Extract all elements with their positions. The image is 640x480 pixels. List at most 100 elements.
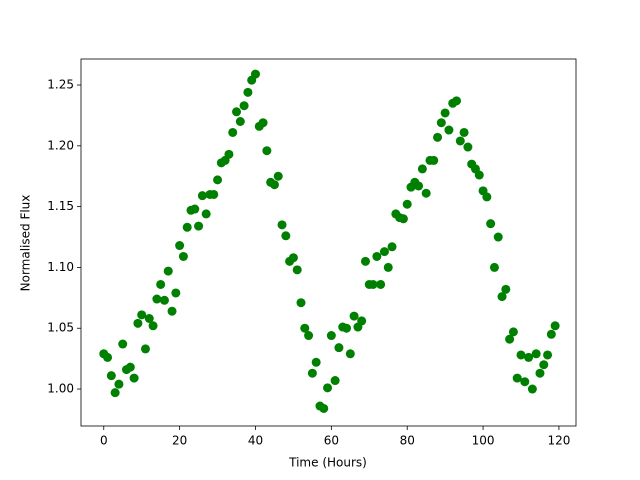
data-point	[440, 108, 450, 118]
data-point	[296, 298, 306, 308]
data-point	[103, 352, 113, 362]
data-point	[539, 360, 549, 370]
data-point	[524, 352, 534, 362]
data-point	[171, 288, 181, 298]
data-point	[213, 175, 223, 185]
data-point	[342, 323, 352, 333]
data-point	[239, 101, 249, 111]
data-point	[201, 209, 211, 219]
data-point	[417, 164, 427, 174]
data-point	[508, 327, 518, 337]
data-point	[429, 155, 439, 165]
data-point	[182, 222, 192, 232]
data-point	[118, 339, 128, 349]
data-point	[152, 294, 162, 304]
data-point	[110, 388, 120, 398]
data-point	[133, 318, 143, 328]
data-point	[535, 368, 545, 378]
data-point	[175, 241, 185, 251]
data-point	[512, 373, 522, 383]
data-point	[228, 127, 238, 137]
data-point	[156, 279, 166, 289]
x-tick-label: 100	[472, 434, 495, 448]
x-axis-label: Time (Hours)	[288, 456, 367, 470]
y-tick-label: 1.15	[47, 199, 74, 213]
x-tick-label: 40	[248, 434, 263, 448]
data-point	[319, 403, 329, 413]
data-point	[493, 232, 503, 242]
data-point	[543, 350, 553, 360]
x-tick-label: 60	[324, 434, 339, 448]
data-point	[197, 191, 207, 201]
data-point	[414, 181, 424, 191]
data-point	[277, 220, 287, 230]
data-point	[349, 311, 359, 321]
data-point	[357, 316, 367, 326]
data-point	[129, 373, 139, 383]
data-point	[360, 256, 370, 266]
data-point	[144, 314, 154, 324]
data-point	[531, 349, 541, 359]
data-point	[497, 292, 507, 302]
data-point	[334, 343, 344, 353]
data-point	[326, 331, 336, 341]
data-point	[546, 329, 556, 339]
data-point	[250, 69, 260, 79]
data-point	[383, 262, 393, 272]
data-point	[387, 242, 397, 252]
data-point	[527, 384, 537, 394]
data-point	[137, 310, 147, 320]
data-point	[159, 295, 169, 305]
data-point	[148, 321, 158, 331]
data-point	[311, 357, 321, 367]
y-tick-label: 1.20	[47, 138, 74, 152]
data-point	[463, 142, 473, 152]
plot-frame	[80, 58, 577, 427]
y-tick-label: 1.10	[47, 260, 74, 274]
data-point	[235, 117, 245, 127]
data-point	[269, 180, 279, 190]
data-point	[398, 214, 408, 224]
data-point	[106, 371, 116, 381]
data-point	[501, 284, 511, 294]
data-point	[194, 221, 204, 231]
data-point	[379, 247, 389, 257]
data-point	[281, 231, 291, 241]
data-point	[372, 251, 382, 261]
x-tick-label: 0	[100, 434, 108, 448]
data-point	[243, 87, 253, 97]
data-point	[444, 125, 454, 135]
data-point	[307, 368, 317, 378]
y-tick-label: 1.05	[47, 321, 74, 335]
data-point	[402, 199, 412, 209]
data-point	[262, 146, 272, 156]
y-tick-label: 1.00	[47, 382, 74, 396]
data-point	[288, 253, 298, 263]
data-point	[474, 170, 484, 180]
data-point	[486, 219, 496, 229]
data-point	[190, 204, 200, 214]
data-point	[482, 192, 492, 202]
data-point	[224, 149, 234, 159]
data-point	[273, 171, 283, 181]
data-point	[323, 383, 333, 393]
data-point	[436, 118, 446, 128]
x-tick-label: 20	[172, 434, 187, 448]
data-point	[455, 136, 465, 146]
data-point	[516, 350, 526, 360]
data-point	[163, 266, 173, 276]
x-tick-label: 120	[547, 434, 570, 448]
data-point	[140, 344, 150, 354]
data-point	[292, 265, 302, 275]
data-point	[330, 376, 340, 386]
data-point	[209, 189, 219, 199]
data-point	[368, 279, 378, 289]
data-point	[505, 334, 515, 344]
y-axis-label: Normalised Flux	[19, 195, 33, 292]
data-point	[520, 377, 530, 387]
data-point	[452, 96, 462, 106]
x-tick-label: 80	[400, 434, 415, 448]
data-point	[345, 349, 355, 359]
data-point	[304, 331, 314, 341]
